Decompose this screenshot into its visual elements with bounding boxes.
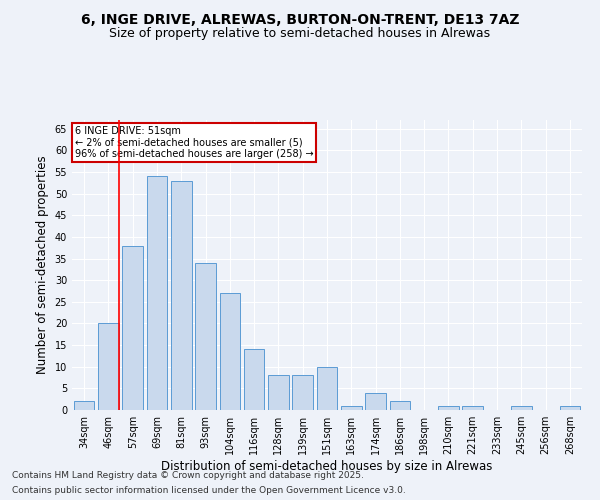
Bar (98, 324, 119, 410)
Bar (146, 176, 167, 410)
Bar (122, 246, 143, 410)
Text: 6, INGE DRIVE, ALREWAS, BURTON-ON-TRENT, DE13 7AZ: 6, INGE DRIVE, ALREWAS, BURTON-ON-TRENT,… (81, 12, 519, 26)
Bar (220, 293, 240, 410)
Bar (244, 350, 265, 410)
Bar (74, 402, 94, 410)
Bar (438, 406, 459, 410)
Text: 6 INGE DRIVE: 51sqm
← 2% of semi-detached houses are smaller (5)
96% of semi-det: 6 INGE DRIVE: 51sqm ← 2% of semi-detache… (74, 126, 313, 159)
Bar (560, 406, 580, 410)
Bar (268, 376, 289, 410)
Bar (463, 406, 483, 410)
Bar (365, 392, 386, 410)
Bar (341, 406, 362, 410)
Text: Contains HM Land Registry data © Crown copyright and database right 2025.: Contains HM Land Registry data © Crown c… (12, 471, 364, 480)
Y-axis label: Number of semi-detached properties: Number of semi-detached properties (36, 156, 49, 374)
Text: Contains public sector information licensed under the Open Government Licence v3: Contains public sector information licen… (12, 486, 406, 495)
Bar (511, 406, 532, 410)
X-axis label: Distribution of semi-detached houses by size in Alrewas: Distribution of semi-detached houses by … (161, 460, 493, 473)
Text: Size of property relative to semi-detached houses in Alrewas: Size of property relative to semi-detach… (109, 28, 491, 40)
Bar (389, 402, 410, 410)
Bar (195, 263, 216, 410)
Bar (171, 180, 191, 410)
Bar (292, 376, 313, 410)
Bar (317, 366, 337, 410)
